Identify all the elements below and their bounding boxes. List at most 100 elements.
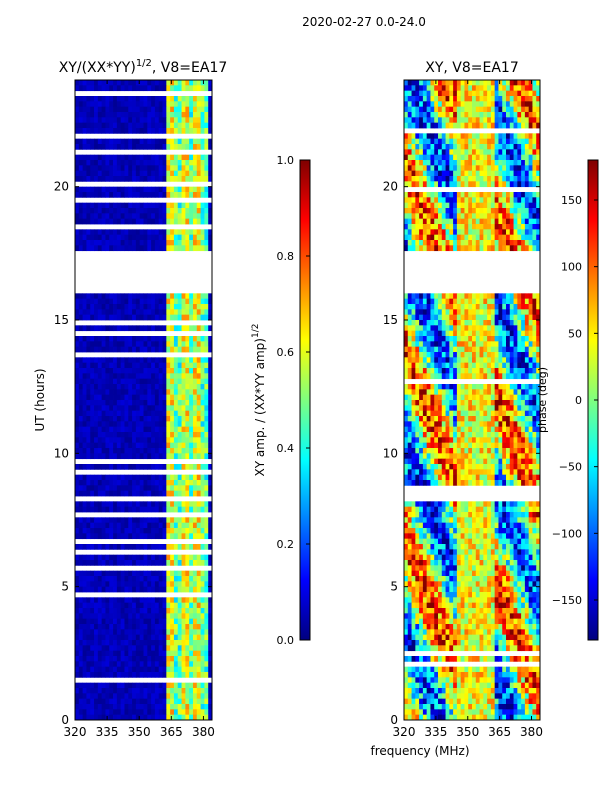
heatmap-cell [139,506,144,513]
heatmap-cell [135,106,141,113]
heatmap-cell [536,144,541,150]
heatmap-cell [404,197,409,204]
heatmap-cell [185,432,190,438]
heatmap-cell [139,96,144,102]
heatmap-cell [441,176,446,182]
heatmap-cell [147,240,152,246]
heatmap-cell [422,202,428,209]
heatmap-cell [438,325,443,332]
heatmap-cell [536,85,541,92]
heatmap-cell [498,101,503,108]
heatmap-cell [453,149,458,156]
heatmap-cell [208,432,213,438]
heatmap-cell [449,197,454,204]
heatmap-cell [78,597,84,604]
heatmap-cell [434,357,439,364]
heatmap-cell [426,245,431,252]
heatmap-cell [430,213,435,220]
heatmap-cell [128,346,133,353]
heatmap-cell [513,170,518,177]
heatmap-cell [97,586,103,593]
heatmap-cell [208,714,213,721]
heatmap-cell [430,240,435,246]
heatmap-cell [86,394,91,401]
heatmap-cell [464,202,469,209]
heatmap-cell [177,122,182,129]
heatmap-cell [109,474,114,481]
heatmap-cell [90,416,95,422]
heatmap-cell [97,245,103,252]
heatmap-cell [116,533,122,540]
heatmap-cell [185,138,190,145]
heatmap-cell [192,138,198,145]
heatmap-cell [475,80,480,86]
heatmap-cell [147,245,152,252]
heatmap-cell [185,672,190,678]
heatmap-cell [105,202,110,209]
heatmap-cell [208,661,213,668]
heatmap-cell [143,357,148,364]
heatmap-cell [411,106,416,113]
heatmap-cell [185,485,190,492]
heatmap-cell [116,293,122,300]
heatmap-cell [139,304,144,310]
heatmap-cell [147,528,152,534]
heatmap-cell [90,624,95,630]
heatmap-cell [113,490,118,497]
heatmap-cell [147,576,152,582]
heatmap-cell [498,149,503,156]
heatmap-cell [105,672,110,678]
heatmap-cell [128,122,133,129]
heatmap-cell [166,357,171,364]
heatmap-cell [434,304,439,310]
heatmap-cell [415,117,420,124]
heatmap-cell [154,400,160,406]
heatmap-cell [147,517,152,524]
heatmap-cell [415,213,420,220]
heatmap-cell [101,117,106,124]
heatmap-cell [97,85,103,92]
heatmap-cell [139,138,144,145]
heatmap-cell [449,117,454,124]
heatmap-cell [189,192,194,198]
heatmap-cell [521,314,526,321]
heatmap-cell [162,362,167,369]
heatmap-cell [422,197,428,204]
heatmap-cell [208,645,213,652]
heatmap-cell [204,618,209,625]
heatmap-cell [208,474,213,481]
heatmap-cell [135,517,141,524]
heatmap-cell [208,304,213,310]
heatmap-cell [90,480,95,486]
heatmap-cell [143,389,148,396]
heatmap-cell [143,442,148,449]
heatmap-cell [475,208,480,214]
heatmap-cell [154,693,160,700]
heatmap-cell [135,426,141,433]
heatmap-cell [128,426,133,433]
heatmap-cell [192,85,198,92]
heatmap-cell [208,544,213,550]
heatmap-cell [434,112,439,118]
heatmap-cell [147,432,152,438]
heatmap-cell [494,144,499,150]
heatmap-cell [78,394,84,401]
heatmap-cell [475,133,480,140]
heatmap-cell [132,309,137,316]
heatmap-cell [101,138,106,145]
heatmap-cell [196,400,201,406]
heatmap-cell [475,304,480,310]
heatmap-cell [411,80,416,86]
heatmap-cell [94,314,99,321]
heatmap-cell [128,533,133,540]
heatmap-cell [502,208,507,214]
heatmap-cell [189,101,194,108]
heatmap-cell [185,645,190,652]
heatmap-cell [521,176,526,182]
heatmap-cell [411,96,416,102]
heatmap-cell [82,560,87,566]
heatmap-cell [101,400,106,406]
heatmap-cell [147,80,152,86]
heatmap-cell [116,176,122,182]
heatmap-cell [196,325,201,332]
